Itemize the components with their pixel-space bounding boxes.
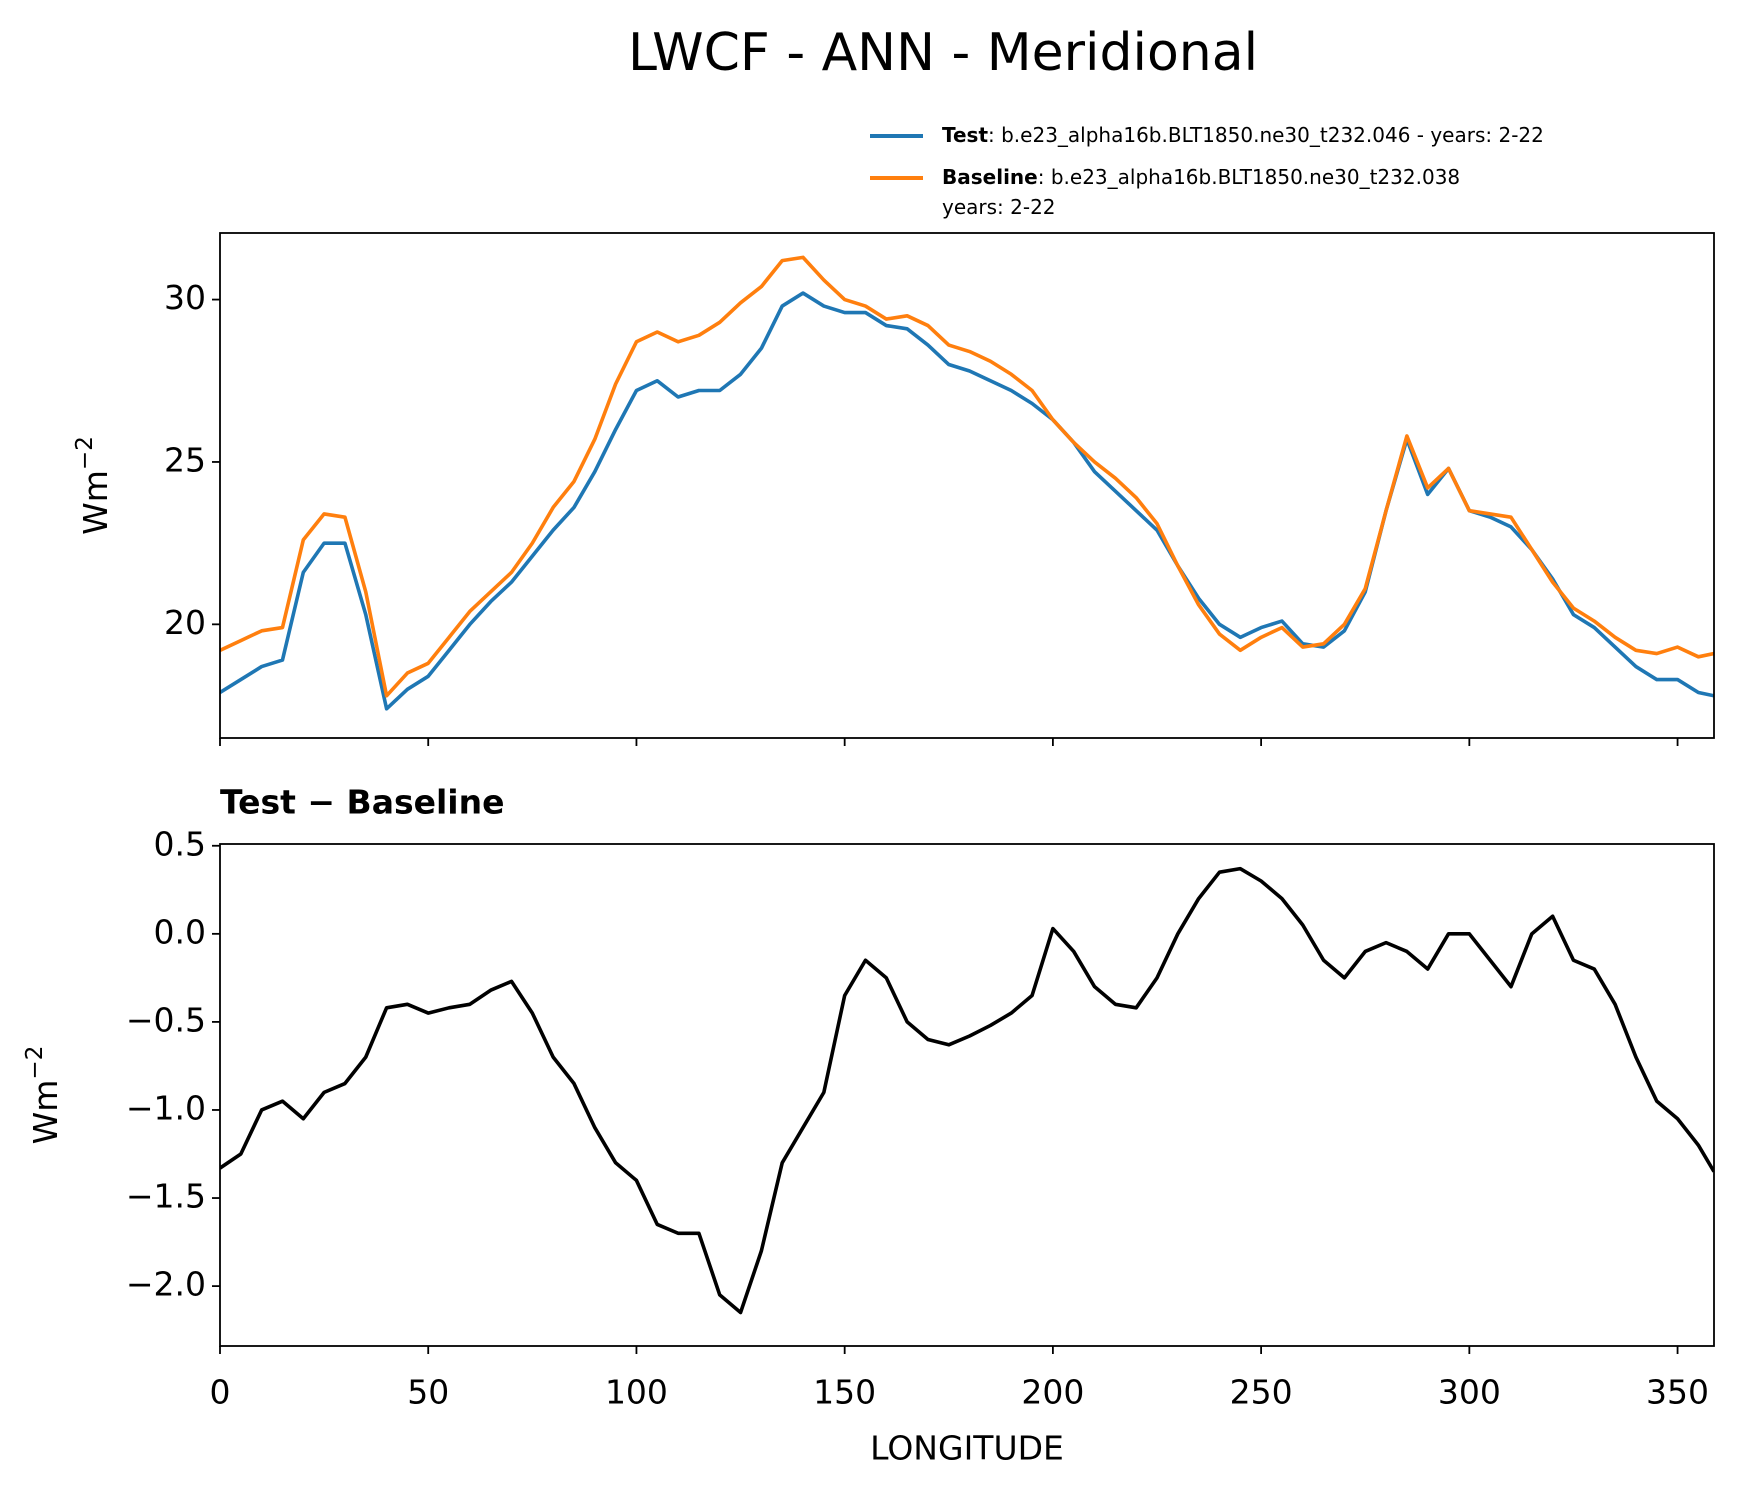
subplot-title: Test − Baseline [220,783,505,822]
y-tick-label: −2.0 [126,1265,206,1304]
figure-title: LWCF - ANN - Meridional [628,23,1258,83]
y-axis-label-base: Wm [26,1080,65,1145]
y-axis-label-base: Wm [76,470,115,535]
y-tick-label: −1.5 [126,1177,206,1216]
y-axis-label-sup: −2 [72,436,98,470]
series-line [220,866,1714,1315]
y-tick-label: −1.0 [126,1088,206,1127]
y-axis-label: Wm−2 [72,436,115,535]
y-tick-label: −0.5 [126,1000,206,1039]
axes-frame [219,232,1715,739]
x-tick-label: 200 [1021,1373,1084,1412]
y-tick-label: 0.5 [154,824,206,863]
y-axis-label: Wm−2 [22,1046,65,1145]
x-tick-label: 0 [210,1373,231,1412]
legend-label: years: 2-22 [942,195,1056,219]
axes-frame [219,843,1715,1347]
y-tick-label: 0.0 [154,912,206,951]
y-tick-label: 20 [164,603,206,642]
legend-text: years: 2-22 [942,195,1056,219]
x-tick-label: 350 [1646,1373,1709,1412]
legend-text: Test: b.e23_alpha16b.BLT1850.ne30_t232.0… [942,123,1544,147]
legend-name: Test [942,123,988,147]
legend-label: : b.e23_alpha16b.BLT1850.ne30_t232.046 -… [988,123,1544,147]
series-line [220,255,1714,698]
x-axis-label: LONGITUDE [870,1429,1064,1468]
y-axis-label-sup: −2 [22,1046,48,1080]
y-tick-label: 25 [164,440,206,479]
x-tick-label: 300 [1438,1373,1501,1412]
legend-label: : b.e23_alpha16b.BLT1850.ne30_t232.038 [1038,165,1460,189]
legend-text: Baseline: b.e23_alpha16b.BLT1850.ne30_t2… [942,165,1460,189]
x-tick-label: 150 [813,1373,876,1412]
x-tick-label: 250 [1230,1373,1293,1412]
y-tick-label: 30 [164,278,206,317]
x-tick-label: 50 [407,1373,449,1412]
x-tick-label: 100 [605,1373,668,1412]
legend-name: Baseline [942,165,1038,189]
